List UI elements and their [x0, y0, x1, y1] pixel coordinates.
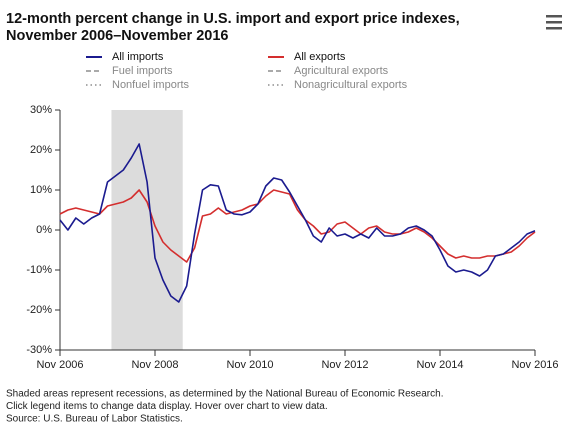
- legend-label[interactable]: Agricultural exports: [294, 65, 389, 77]
- legend-label[interactable]: Fuel imports: [112, 65, 173, 77]
- legend-label[interactable]: Nonagricultural exports: [294, 79, 408, 91]
- y-tick-label: 0%: [36, 224, 52, 236]
- x-tick-label: Nov 2014: [416, 359, 463, 371]
- y-tick-label: 10%: [30, 184, 52, 196]
- x-tick-label: Nov 2012: [321, 359, 368, 371]
- x-tick-label: Nov 2006: [36, 359, 83, 371]
- legend-label[interactable]: All exports: [294, 51, 346, 63]
- x-tick-label: Nov 2016: [511, 359, 558, 371]
- legend-label[interactable]: All imports: [112, 51, 164, 63]
- x-tick-label: Nov 2008: [131, 359, 178, 371]
- footnote: Shaded areas represent recessions, as de…: [6, 389, 443, 400]
- footnote: Click legend items to change data displa…: [6, 401, 328, 412]
- x-tick-label: Nov 2010: [226, 359, 273, 371]
- footnote: Source: U.S. Bureau of Labor Statistics.: [6, 414, 183, 425]
- series-line: [59, 143, 536, 303]
- y-tick-label: -20%: [26, 304, 52, 316]
- y-tick-label: 30%: [30, 104, 52, 116]
- y-tick-label: -10%: [26, 264, 52, 276]
- series-line: [59, 189, 536, 263]
- recession-band: [111, 110, 183, 350]
- y-tick-label: 20%: [30, 144, 52, 156]
- chart-subtitle: November 2006–November 2016: [6, 28, 228, 44]
- y-tick-label: -30%: [26, 344, 52, 356]
- legend-label[interactable]: Nonfuel imports: [112, 79, 190, 91]
- chart-title: 12-month percent change in U.S. import a…: [6, 11, 460, 27]
- menu-button[interactable]: [546, 15, 562, 30]
